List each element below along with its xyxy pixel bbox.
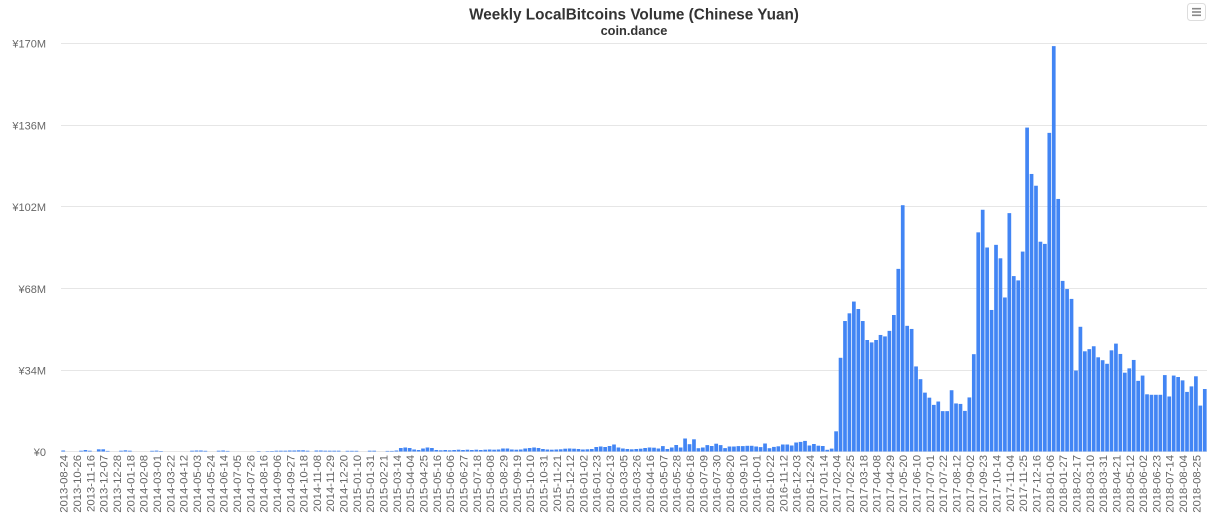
svg-text:2014-05-24: 2014-05-24	[205, 455, 217, 513]
svg-text:2015-03-14: 2015-03-14	[392, 455, 404, 513]
svg-text:¥136M: ¥136M	[11, 120, 46, 132]
svg-text:2015-04-25: 2015-04-25	[419, 455, 431, 513]
svg-text:2016-01-02: 2016-01-02	[578, 455, 590, 513]
svg-text:2018-03-31: 2018-03-31	[1098, 455, 1110, 513]
svg-text:2015-04-04: 2015-04-04	[405, 455, 417, 513]
svg-text:2013-12-28: 2013-12-28	[112, 455, 124, 513]
svg-text:2018-08-25: 2018-08-25	[1191, 455, 1203, 513]
svg-text:2016-12-24: 2016-12-24	[805, 455, 817, 513]
svg-text:¥102M: ¥102M	[11, 202, 46, 214]
svg-text:2015-05-16: 2015-05-16	[432, 455, 444, 513]
svg-text:2016-10-01: 2016-10-01	[752, 455, 764, 513]
svg-text:2016-03-05: 2016-03-05	[618, 455, 630, 513]
svg-text:2017-06-10: 2017-06-10	[912, 455, 924, 513]
svg-text:2016-09-10: 2016-09-10	[738, 455, 750, 513]
svg-text:2014-06-14: 2014-06-14	[219, 455, 231, 513]
svg-text:2017-04-29: 2017-04-29	[885, 455, 897, 513]
svg-text:coin.dance: coin.dance	[601, 23, 668, 38]
svg-text:2017-07-22: 2017-07-22	[938, 455, 950, 513]
svg-text:2017-10-14: 2017-10-14	[992, 455, 1004, 513]
svg-text:2018-02-17: 2018-02-17	[1071, 455, 1083, 513]
svg-text:2014-11-08: 2014-11-08	[312, 455, 324, 512]
svg-text:2015-10-31: 2015-10-31	[538, 455, 550, 513]
svg-text:2017-01-14: 2017-01-14	[818, 455, 830, 513]
svg-text:2016-05-07: 2016-05-07	[658, 455, 670, 513]
svg-text:2015-10-10: 2015-10-10	[525, 455, 537, 513]
svg-text:2017-08-12: 2017-08-12	[952, 455, 964, 513]
svg-text:2013-12-07: 2013-12-07	[99, 455, 111, 513]
svg-text:2016-11-12: 2016-11-12	[778, 455, 790, 512]
svg-text:¥34M: ¥34M	[17, 366, 46, 378]
svg-text:2015-06-06: 2015-06-06	[445, 455, 457, 513]
svg-text:2017-09-23: 2017-09-23	[978, 455, 990, 513]
svg-text:2017-02-25: 2017-02-25	[845, 455, 857, 513]
svg-text:2014-05-03: 2014-05-03	[192, 455, 204, 513]
svg-text:2017-09-02: 2017-09-02	[965, 455, 977, 513]
svg-text:2018-03-10: 2018-03-10	[1085, 455, 1097, 513]
svg-text:2014-12-20: 2014-12-20	[339, 455, 351, 513]
svg-text:2017-12-16: 2017-12-16	[1031, 455, 1043, 513]
svg-text:2014-07-05: 2014-07-05	[232, 455, 244, 513]
svg-text:2014-03-01: 2014-03-01	[152, 455, 164, 513]
svg-text:2015-06-27: 2015-06-27	[458, 455, 470, 513]
svg-text:2016-01-23: 2016-01-23	[592, 455, 604, 513]
svg-text:2014-03-22: 2014-03-22	[165, 455, 177, 513]
svg-text:2016-12-03: 2016-12-03	[792, 455, 804, 513]
svg-text:2018-01-06: 2018-01-06	[1045, 455, 1057, 513]
svg-text:2018-08-04: 2018-08-04	[1178, 455, 1190, 513]
svg-text:2016-07-30: 2016-07-30	[712, 455, 724, 513]
svg-text:2015-01-31: 2015-01-31	[365, 455, 377, 513]
svg-text:2017-04-08: 2017-04-08	[872, 455, 884, 513]
svg-text:2015-08-29: 2015-08-29	[498, 455, 510, 513]
svg-text:2015-01-10: 2015-01-10	[352, 455, 364, 513]
svg-text:2016-05-28: 2016-05-28	[672, 455, 684, 513]
svg-text:2016-04-16: 2016-04-16	[645, 455, 657, 513]
svg-text:2014-10-18: 2014-10-18	[299, 455, 311, 513]
svg-text:2014-04-12: 2014-04-12	[179, 455, 191, 513]
svg-text:2013-08-24: 2013-08-24	[59, 455, 71, 513]
svg-text:2014-11-29: 2014-11-29	[325, 455, 337, 512]
svg-text:2016-06-18: 2016-06-18	[685, 455, 697, 513]
svg-text:2013-10-26: 2013-10-26	[72, 455, 84, 513]
svg-text:2015-07-18: 2015-07-18	[472, 455, 484, 513]
svg-text:2017-05-20: 2017-05-20	[898, 455, 910, 513]
svg-text:2018-01-27: 2018-01-27	[1058, 455, 1070, 513]
svg-text:2014-02-08: 2014-02-08	[139, 455, 151, 513]
svg-text:2013-11-16: 2013-11-16	[85, 455, 97, 512]
svg-text:2014-09-06: 2014-09-06	[272, 455, 284, 513]
svg-text:Weekly LocalBitcoins Volume (C: Weekly LocalBitcoins Volume (Chinese Yua…	[469, 7, 799, 24]
svg-text:2014-09-27: 2014-09-27	[285, 455, 297, 513]
svg-text:2017-11-25: 2017-11-25	[1018, 455, 1030, 512]
svg-text:2018-07-14: 2018-07-14	[1165, 455, 1177, 513]
svg-text:2017-02-04: 2017-02-04	[832, 455, 844, 513]
svg-text:2016-10-22: 2016-10-22	[765, 455, 777, 513]
svg-text:2017-07-01: 2017-07-01	[925, 455, 937, 513]
svg-text:2018-04-21: 2018-04-21	[1111, 455, 1123, 513]
svg-text:2015-11-21: 2015-11-21	[552, 455, 564, 512]
svg-text:2016-08-20: 2016-08-20	[725, 455, 737, 513]
svg-text:2014-07-26: 2014-07-26	[245, 455, 257, 513]
svg-text:¥68M: ¥68M	[17, 284, 46, 296]
svg-text:2018-06-02: 2018-06-02	[1138, 455, 1150, 513]
svg-text:2016-03-26: 2016-03-26	[632, 455, 644, 513]
svg-text:2018-06-23: 2018-06-23	[1151, 455, 1163, 513]
svg-text:2014-08-16: 2014-08-16	[259, 455, 271, 513]
svg-text:2015-09-19: 2015-09-19	[512, 455, 524, 513]
svg-text:2017-03-18: 2017-03-18	[858, 455, 870, 513]
svg-text:2017-11-04: 2017-11-04	[1005, 455, 1017, 512]
svg-text:2018-05-12: 2018-05-12	[1125, 455, 1137, 513]
svg-text:¥0: ¥0	[33, 447, 46, 459]
svg-text:2016-02-13: 2016-02-13	[605, 455, 617, 513]
svg-text:2016-07-09: 2016-07-09	[698, 455, 710, 513]
svg-text:2014-01-18: 2014-01-18	[125, 455, 137, 513]
svg-text:2015-12-12: 2015-12-12	[565, 455, 577, 513]
svg-text:2015-02-21: 2015-02-21	[379, 455, 391, 513]
svg-text:¥170M: ¥170M	[11, 39, 46, 51]
svg-text:2015-08-08: 2015-08-08	[485, 455, 497, 513]
